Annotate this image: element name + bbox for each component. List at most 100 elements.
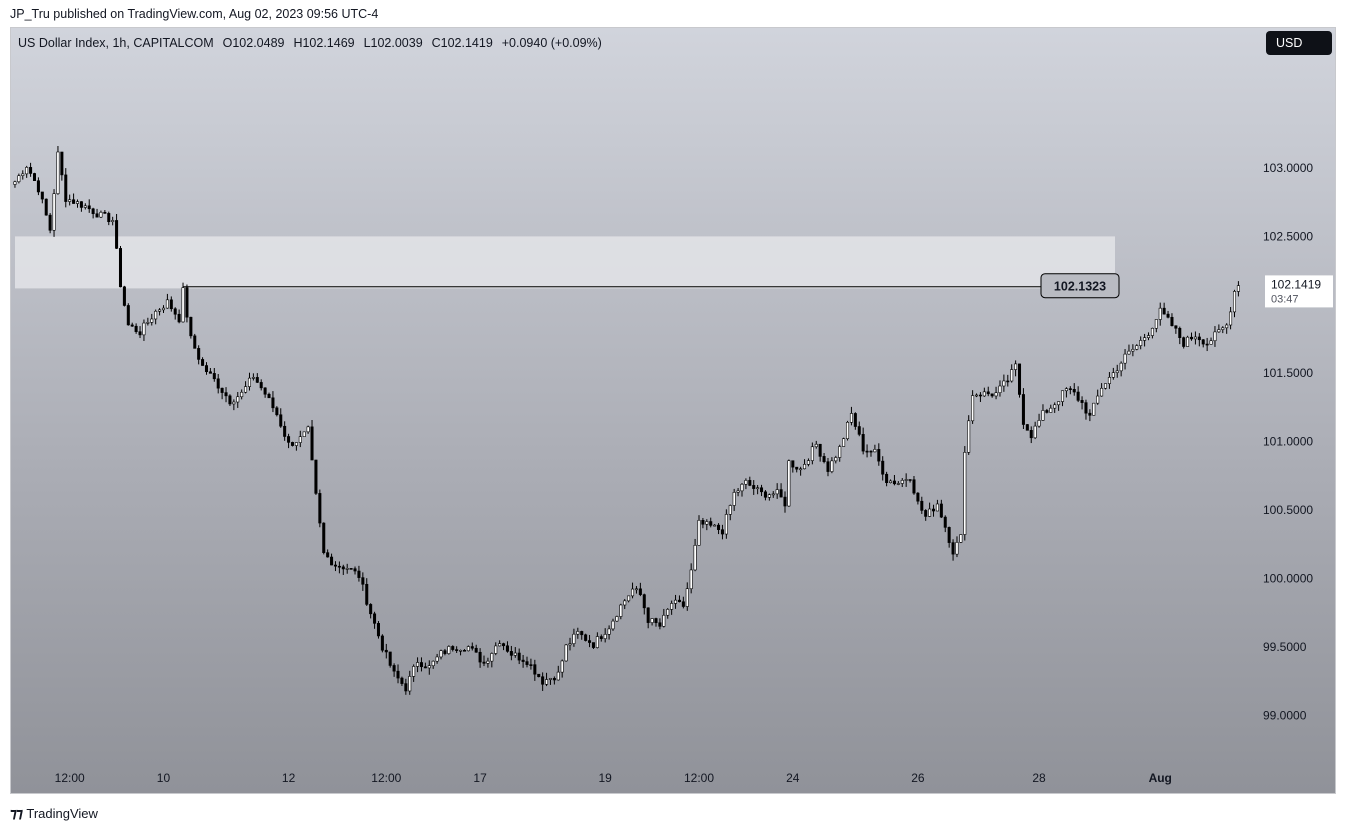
candle-body	[697, 520, 701, 546]
candle-body	[68, 199, 72, 202]
candle-body	[986, 391, 990, 395]
candle-body	[865, 450, 869, 453]
candle-body	[990, 393, 994, 397]
candle-body	[1197, 336, 1201, 341]
candle-body	[662, 614, 666, 627]
candle-body	[1162, 307, 1166, 315]
candle-body	[75, 201, 80, 204]
candle-body	[580, 631, 584, 636]
tradingview-logo-icon: ⁊⁊	[10, 805, 23, 821]
candle-body	[21, 173, 25, 176]
time-tick-label: 26	[911, 771, 925, 785]
candle-body	[1229, 311, 1233, 326]
candle-body	[255, 377, 259, 383]
level-price-label[interactable]: 102.1323	[1040, 273, 1120, 299]
candle-body	[806, 460, 810, 465]
candle-body	[369, 604, 373, 615]
price-tick-label: 100.5000	[1263, 503, 1313, 517]
candle-body	[959, 534, 963, 543]
candle-body	[1174, 325, 1178, 329]
candlestick-chart[interactable]: 99.0000 99.5000 100.0000 100.5000 101.0000 10…	[11, 28, 1336, 794]
candle-body	[904, 479, 908, 481]
candle-body	[212, 373, 216, 380]
currency-button[interactable]: USD	[1266, 31, 1332, 55]
candle-body	[889, 480, 893, 484]
candle-body	[799, 468, 803, 471]
candle-body	[545, 679, 549, 685]
candle-body	[267, 393, 271, 399]
candle-body	[220, 387, 224, 393]
candle-body	[361, 577, 365, 585]
candle-body	[634, 588, 638, 591]
candle-body	[1178, 327, 1182, 338]
candle-body	[443, 650, 447, 654]
candle-body	[193, 335, 197, 349]
candle-body	[1100, 387, 1104, 397]
candle-body	[326, 552, 330, 558]
candle-body	[701, 520, 705, 525]
candle-body	[564, 644, 568, 662]
candle-body	[877, 449, 881, 462]
time-tick-label: 17	[473, 771, 487, 785]
price-tick-label: 101.5000	[1263, 366, 1313, 380]
candle-body	[541, 676, 545, 685]
candle-body	[1029, 430, 1033, 439]
candle-body	[1135, 345, 1139, 350]
candle-body	[779, 489, 783, 498]
candle-body	[584, 634, 588, 641]
candle-body	[975, 394, 979, 397]
candle-body	[853, 413, 857, 427]
candle-body	[40, 191, 44, 200]
time-tick-label: 19	[599, 771, 613, 785]
candle-body	[517, 652, 521, 661]
candle-body	[298, 436, 302, 443]
candle-body	[330, 556, 334, 566]
publish-info: JP_Tru published on TradingView.com, Aug…	[10, 7, 379, 21]
time-tick-label: 24	[786, 771, 800, 785]
candle-body	[642, 594, 646, 609]
candle-body	[822, 456, 826, 462]
chart-pane[interactable]: 99.0000 99.5000 100.0000 100.5000 101.0000 10…	[10, 27, 1336, 794]
candle-body	[455, 649, 459, 651]
candle-body	[576, 631, 580, 635]
price-tick-label: 99.5000	[1263, 640, 1307, 654]
candle-body	[204, 365, 208, 373]
candle-body	[126, 305, 130, 326]
candle-body	[713, 524, 717, 527]
candle-body	[947, 527, 951, 543]
candle-body	[400, 677, 404, 684]
candle-body	[1053, 404, 1057, 409]
candle-body	[439, 650, 443, 658]
level-label-text: 102.1323	[1054, 280, 1106, 294]
candle-body	[529, 664, 533, 666]
candle-body	[560, 660, 564, 673]
candle-body	[208, 371, 212, 374]
candle-body	[935, 503, 939, 512]
candle-body	[99, 211, 103, 218]
candle-body	[654, 618, 658, 624]
candle-body	[388, 651, 392, 666]
candle-body	[1088, 412, 1092, 416]
legend-close: C102.1419	[431, 36, 493, 50]
time-tick-label: Aug	[1149, 771, 1172, 785]
candle-body	[169, 299, 173, 310]
level-label-box	[1040, 273, 1120, 299]
candle-body	[60, 151, 64, 176]
candle-body	[459, 649, 463, 652]
candle-body	[150, 318, 154, 323]
legend-symbol[interactable]: US Dollar Index, 1h, CAPITALCOM	[18, 36, 214, 50]
candle-body	[709, 521, 713, 526]
candle-body	[470, 646, 474, 649]
candle-body	[525, 661, 529, 665]
last-price-badge	[1265, 275, 1333, 308]
candle-body	[1158, 307, 1162, 320]
footer-brand[interactable]: ⁊⁊ TradingView	[10, 805, 98, 822]
candle-body	[1236, 285, 1240, 292]
candle-body	[810, 446, 814, 461]
candle-body	[435, 656, 439, 662]
candle-body	[83, 205, 87, 208]
candle-body	[1182, 337, 1186, 347]
candle-body	[115, 220, 119, 249]
candle-body	[404, 683, 408, 692]
candle-body	[130, 324, 134, 327]
